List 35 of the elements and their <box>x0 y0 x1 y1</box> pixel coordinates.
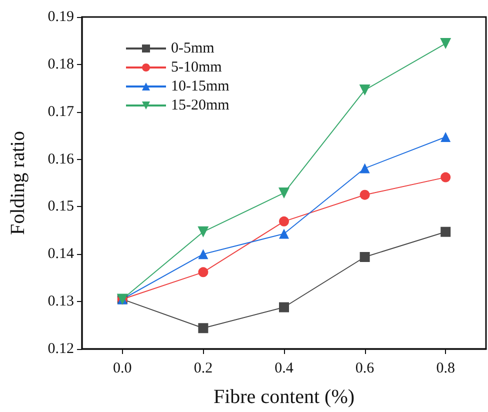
point <box>440 132 451 142</box>
point <box>198 323 208 334</box>
point <box>440 172 451 182</box>
point <box>360 163 370 174</box>
point <box>440 226 451 237</box>
point <box>440 38 452 50</box>
y-tick-label: 0.14 <box>48 246 74 262</box>
x-tick-label: 0.6 <box>355 360 375 376</box>
legend-label: 10-15mm <box>171 78 230 94</box>
x-tick-label: 0.4 <box>274 360 294 376</box>
point <box>360 252 370 262</box>
y-tick-label: 0.18 <box>48 56 74 72</box>
point <box>279 302 289 312</box>
point <box>360 190 370 200</box>
y-tick-label: 0.15 <box>48 198 74 215</box>
y-tick-label: 0.12 <box>48 341 74 357</box>
y-tick-label: 0.13 <box>48 294 74 310</box>
point <box>198 226 209 238</box>
legend-label: 0-5mm <box>171 40 215 56</box>
y-tick-label: 0.17 <box>48 104 74 120</box>
y-axis-title: Folding ratio <box>7 131 29 235</box>
x-tick-label: 0.8 <box>436 360 455 376</box>
point <box>198 267 208 278</box>
point <box>279 216 289 226</box>
point <box>279 228 289 239</box>
y-tick-label: 0.19 <box>48 9 74 25</box>
legend-label: 15-20mm <box>171 98 230 114</box>
x-axis-title: Fibre content (%) <box>213 386 355 408</box>
y-tick-label: 0.16 <box>48 151 74 168</box>
x-tick-label: 0.2 <box>194 360 213 376</box>
legend-label: 5-10mm <box>171 60 222 76</box>
point <box>359 84 370 96</box>
point <box>198 249 208 260</box>
point <box>278 187 290 198</box>
x-tick-label: 0.0 <box>113 360 132 376</box>
